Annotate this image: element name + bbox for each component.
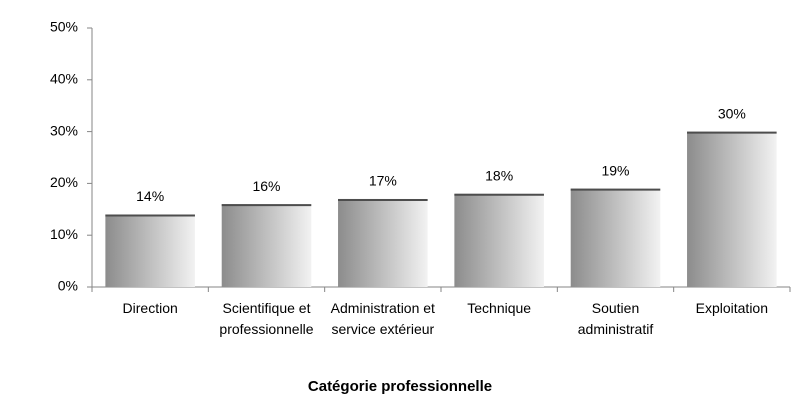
bar [687,131,777,287]
bar [105,214,195,287]
y-tick-label: 0% [58,278,78,294]
bar [570,188,661,287]
x-tick-label: Administration et service extérieur [330,300,435,337]
value-label: 14% [136,188,164,204]
value-label: 16% [252,178,280,194]
value-label: 17% [369,173,397,189]
x-tick-label: Technique [467,300,532,316]
value-label: 19% [601,162,629,178]
x-axis-title: Catégorie professionnelle [307,378,493,395]
value-label: 18% [485,167,513,183]
value-label: 30% [718,105,746,121]
x-tick-label: Soutien administratif [577,300,654,337]
y-tick-label: 50% [50,19,78,35]
bar [221,204,312,287]
x-tick-label: Exploitation [695,300,769,316]
x-tick-label: Direction [122,300,178,316]
bar [454,193,544,287]
y-tick-label: 40% [50,71,78,87]
y-tick-label: 10% [50,226,78,242]
y-tick-label: 20% [50,174,78,190]
x-tick-label: Scientifique et professionnelle [219,300,314,337]
y-tick-label: 30% [50,122,78,138]
bar [338,198,428,287]
